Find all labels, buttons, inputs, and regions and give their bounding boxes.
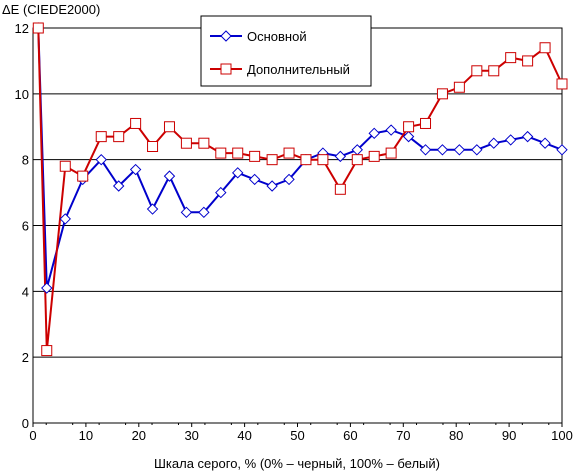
- data-point-series-2: [180, 137, 192, 149]
- y-axis-label: ΔE (CIEDE2000): [2, 2, 100, 17]
- data-point-series-2: [300, 154, 312, 166]
- legend-label-series-1: Основной: [247, 29, 307, 44]
- data-point-series-2: [249, 150, 261, 162]
- x-axis-label: Шкала серого, % (0% – черный, 100% – бел…: [154, 456, 440, 471]
- data-point-series-1: [129, 163, 142, 176]
- data-point-series-2: [522, 55, 534, 67]
- x-tick-label: 20: [132, 428, 146, 443]
- data-point-series-1: [521, 130, 534, 143]
- y-tick-label: 12: [15, 21, 29, 36]
- data-point-series-2: [32, 22, 44, 34]
- x-tick-label: 60: [343, 428, 357, 443]
- data-point-series-1: [436, 144, 449, 156]
- x-tick-label: 70: [396, 428, 410, 443]
- data-point-series-1: [266, 180, 278, 192]
- data-point-series-1: [334, 150, 347, 163]
- data-point-series-2: [505, 52, 517, 64]
- data-point-series-2: [471, 65, 483, 77]
- data-point-series-1: [539, 137, 551, 149]
- x-tick-label: 100: [551, 428, 573, 443]
- data-point-series-2: [420, 117, 432, 129]
- data-point-series-2: [113, 131, 125, 143]
- legend-marker-series-1: [220, 30, 232, 42]
- data-point-series-1: [453, 144, 466, 156]
- x-tick-label: 10: [79, 428, 93, 443]
- data-point-series-2: [317, 154, 329, 166]
- legend-label-series-2: Дополнительный: [247, 62, 350, 77]
- data-point-series-2: [385, 147, 397, 159]
- series-markers: [32, 22, 568, 357]
- data-point-series-1: [180, 206, 193, 219]
- legend-marker-series-2: [220, 63, 232, 75]
- y-tick-label: 2: [22, 350, 29, 365]
- y-tick-label: 8: [22, 153, 29, 168]
- data-point-series-2: [163, 121, 175, 133]
- data-point-series-1: [112, 180, 125, 192]
- y-tick-label: 0: [22, 416, 29, 431]
- data-point-series-2: [41, 345, 53, 357]
- x-axis-ticks: 0 10 20 30 40 50 60 70 80 90 100: [29, 423, 573, 443]
- data-point-series-2: [130, 117, 142, 129]
- data-point-series-1: [471, 144, 483, 156]
- data-point-series-1: [402, 130, 415, 143]
- data-point-series-1: [59, 213, 71, 225]
- data-point-series-1: [419, 144, 432, 156]
- data-point-series-2: [59, 160, 71, 172]
- y-axis-ticks: 0 2 4 6 8 10 12: [15, 21, 29, 431]
- grid: [33, 93, 562, 358]
- data-point-series-2: [232, 147, 244, 159]
- data-point-series-2: [436, 88, 448, 100]
- x-tick-label: 90: [502, 428, 516, 443]
- data-point-series-1: [95, 153, 107, 166]
- data-point-series-2: [539, 42, 551, 54]
- x-tick-label: 50: [290, 428, 304, 443]
- data-point-series-2: [147, 141, 159, 152]
- data-point-series-2: [95, 131, 107, 143]
- data-point-series-1: [488, 137, 500, 149]
- data-point-series-1: [41, 282, 53, 294]
- data-point-series-1: [198, 206, 210, 219]
- data-point-series-1: [248, 173, 261, 186]
- data-point-series-2: [215, 147, 227, 159]
- x-tick-label: 80: [449, 428, 463, 443]
- data-point-series-2: [334, 183, 346, 195]
- data-point-series-2: [351, 154, 363, 166]
- data-point-series-2: [488, 65, 500, 77]
- data-point-series-1: [163, 170, 176, 182]
- data-point-series-1: [556, 144, 568, 156]
- x-tick-label: 30: [184, 428, 198, 443]
- y-tick-label: 4: [22, 284, 29, 299]
- x-tick-label: 40: [237, 428, 251, 443]
- data-point-series-1: [385, 124, 397, 136]
- x-tick-label: 0: [29, 428, 36, 443]
- data-point-series-2: [453, 81, 465, 93]
- data-point-series-2: [368, 150, 380, 162]
- data-point-series-2: [403, 121, 415, 133]
- data-point-series-1: [504, 134, 517, 146]
- y-tick-label: 10: [15, 87, 29, 102]
- y-tick-label: 6: [22, 219, 29, 234]
- data-point-series-1: [146, 203, 159, 215]
- data-point-series-2: [556, 78, 568, 90]
- data-point-series-1: [232, 167, 244, 179]
- data-point-series-2: [283, 147, 295, 159]
- data-point-series-1: [283, 173, 295, 186]
- data-point-series-2: [77, 170, 89, 182]
- data-point-series-1: [215, 186, 227, 199]
- data-point-series-2: [198, 137, 210, 149]
- legend: Основной Дополнительный: [200, 15, 372, 87]
- data-point-series-2: [266, 154, 278, 166]
- data-point-series-1: [368, 127, 380, 140]
